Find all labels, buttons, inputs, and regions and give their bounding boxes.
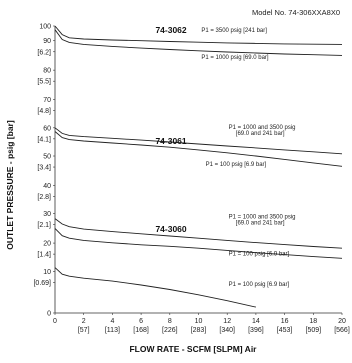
curve-label: P1 = 1000 and 3500 psig [229,125,296,131]
y-tick-label: [3.4] [37,165,51,172]
model-number-label: Model No. 74-306XXA8X0 [252,8,340,17]
x-tick-label: 18 [309,318,317,325]
chart-curve-labels: P1 = 3500 psig [241 bar] P1 = 1000 psig [… [155,25,295,288]
x-tick-sublabel: [340] [219,327,235,334]
y-tick-label: 50 [43,154,51,161]
y-tick-label: 70 [43,97,51,104]
curve-label: P1 = 1000 and 3500 psig [229,215,296,221]
group-label: 74-3062 [155,25,186,35]
y-tick-label: [4.1] [37,136,51,143]
y-tick-label: 0 [47,311,51,318]
chart-axes: 10090[6.2]80[5.5]70[4.8]60[4.1]50[3.4]40… [33,24,349,335]
y-tick-label: 60 [43,125,51,132]
y-tick-label: [2.8] [37,194,51,201]
y-tick-label: [0.69] [33,280,51,287]
y-tick-label: [4.8] [37,108,51,115]
x-tick-sublabel: [396] [248,327,264,334]
y-tick-label: [6.2] [37,49,51,56]
y-tick-label: 100 [39,24,51,31]
x-tick-sublabel: [113] [105,327,120,334]
x-tick-label: 10 [195,318,203,325]
series-line [54,127,343,155]
x-tick-sublabel: [566] [334,327,350,334]
y-tick-label: [1.4] [37,252,51,259]
series-line [54,228,343,259]
y-tick-label: [2.1] [37,222,51,229]
series-line [54,25,343,45]
series-line [54,218,343,249]
chart-curves [54,25,343,308]
curve-label: P1 = 3500 psig [241 bar] [201,28,267,34]
x-tick-label: 0 [53,318,57,325]
y-tick-label: [5.5] [37,79,51,86]
x-tick-sublabel: [57] [78,327,90,334]
x-tick-label: 8 [168,318,172,325]
x-tick-sublabel: [509] [306,327,322,334]
x-tick-label: 2 [82,318,86,325]
curve-label: P1 = 100 psig [6.9 bar] [206,162,267,168]
y-tick-label: 40 [43,183,51,190]
group-label: 74-3061 [155,136,186,146]
x-tick-label: 12 [223,318,231,325]
x-tick-sublabel: [283] [191,327,207,334]
y-tick-label: 20 [43,241,51,248]
x-tick-label: 4 [110,318,114,325]
series-line [54,29,343,56]
y-tick-label: 30 [43,211,51,218]
y-tick-label: 10 [43,269,51,276]
series-line [54,267,256,308]
x-tick-label: 16 [281,318,289,325]
curve-label: P1 = 100 psig [6.9 bar] [229,251,290,257]
x-tick-label: 6 [139,318,143,325]
curve-label: P1 = 1000 psig [69.0 bar] [201,55,269,61]
x-tick-sublabel: [453] [277,327,293,334]
curve-label: P1 = 100 psig [6.9 bar] [229,282,290,288]
curve-label: [69.0 and 241 bar] [236,131,285,137]
x-tick-label: 14 [252,318,260,325]
x-tick-sublabel: [226] [162,327,178,334]
curve-label: [69.0 and 241 bar] [236,221,285,227]
x-tick-sublabel: [168] [133,327,149,334]
y-tick-label: 90 [43,38,51,45]
x-axis-title: FLOW RATE - SCFM [SLPM] Air [129,344,257,354]
group-label: 74-3060 [155,224,186,234]
y-axis-title: OUTLET PRESSURE - psig [bar] [5,120,15,250]
series-line [54,131,343,167]
x-tick-label: 20 [338,318,346,325]
y-tick-label: 80 [43,68,51,75]
